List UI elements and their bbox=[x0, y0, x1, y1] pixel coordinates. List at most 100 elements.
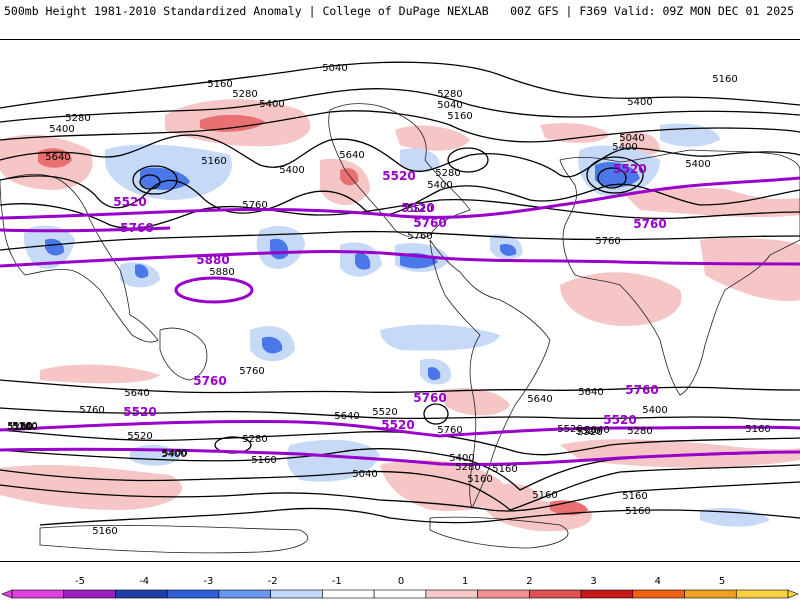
colorbar-tick: 1 bbox=[462, 576, 468, 587]
contour-label: 5760 bbox=[242, 200, 267, 211]
colorbar-tick: 0 bbox=[398, 576, 404, 587]
contour-label: 5280 bbox=[455, 462, 480, 473]
colorbar-tick: -2 bbox=[268, 576, 278, 587]
contour-label: 5160 bbox=[492, 464, 517, 475]
contour-label: 5760 bbox=[437, 425, 462, 436]
purple-contour-label: 5520 bbox=[603, 413, 636, 427]
contour-label: 5520 bbox=[372, 407, 397, 418]
contour-label: 5160 bbox=[12, 421, 37, 432]
contour-label: 5040 bbox=[352, 469, 377, 480]
colorbar-swatch bbox=[63, 589, 116, 599]
contour-label: 5400 bbox=[162, 448, 187, 459]
contour-label: 5400 bbox=[161, 449, 186, 460]
colorbar-tick: -5 bbox=[75, 576, 85, 587]
contour-label: 5280 bbox=[435, 168, 460, 179]
purple-contour-label: 5520 bbox=[123, 405, 156, 419]
colorbar-swatch bbox=[684, 589, 737, 599]
colorbar-tick: -3 bbox=[203, 576, 213, 587]
contour-label: 5160 bbox=[467, 474, 492, 485]
contour-label: 5760 bbox=[239, 366, 264, 377]
colorbar-tick: 4 bbox=[655, 576, 661, 587]
colorbar-swatch bbox=[115, 589, 168, 599]
purple-contour-label: 5760 bbox=[633, 217, 666, 231]
colorbar-swatches bbox=[1, 589, 799, 599]
purple-contour-labels: 5520 5520 5520 5520 5760 5760 5760 5880 … bbox=[113, 162, 666, 432]
contour-label: 5400 bbox=[259, 99, 284, 110]
colorbar-swatch bbox=[425, 589, 478, 599]
contour-label: 5520 bbox=[577, 427, 602, 438]
contour-label: 5520 bbox=[407, 204, 432, 215]
contour-label: 5760 bbox=[595, 236, 620, 247]
contour-label: 5280 bbox=[232, 89, 257, 100]
contour-label: 5160 bbox=[745, 424, 770, 435]
model-run-info: 00Z GFS | F369 Valid: 09Z MON DEC 01 202… bbox=[510, 4, 794, 18]
colorbar-canvas: -5 -4 -3 -2 -1 0 1 2 3 4 5 bbox=[1, 576, 799, 599]
purple-contour-label: 5520 bbox=[382, 169, 415, 183]
contour-label: 5640 bbox=[527, 394, 552, 405]
contour-label: 5280 bbox=[627, 426, 652, 437]
purple-contour-label: 5760 bbox=[413, 216, 446, 230]
purple-contour-label: 5760 bbox=[625, 383, 658, 397]
contour-label: 5520 bbox=[557, 424, 582, 435]
contour-label: 5040 bbox=[584, 425, 609, 436]
colorbar-tick: 3 bbox=[590, 576, 596, 587]
contour-label: 5160 bbox=[7, 421, 32, 432]
contour-label: 5160 bbox=[207, 79, 232, 90]
contour-label: 5640 bbox=[578, 387, 603, 398]
anomaly-colorbar: -5 -4 -3 -2 -1 0 1 2 3 4 5 bbox=[0, 568, 800, 600]
purple-contour-label: 5520 bbox=[401, 201, 434, 215]
contour-label: 5520 bbox=[127, 431, 152, 442]
purple-contour-label: 5520 bbox=[113, 195, 146, 209]
colorbar-ticks: -5 -4 -3 -2 -1 0 1 2 3 4 5 bbox=[75, 576, 725, 587]
contour-label: 5280 bbox=[437, 89, 462, 100]
contour-label: 5040 bbox=[619, 133, 644, 144]
contour-label: 5400 bbox=[685, 159, 710, 170]
contour-label: 5640 bbox=[334, 411, 359, 422]
contour-label: 5400 bbox=[642, 405, 667, 416]
contour-label: 5760 bbox=[407, 231, 432, 242]
purple-contour-label: 5520 bbox=[613, 162, 646, 176]
contour-label: 5400 bbox=[612, 142, 637, 153]
colorbar-swatch bbox=[735, 589, 789, 599]
colorbar-tick: -4 bbox=[139, 576, 149, 587]
black-contour-labels: 5040 5160 5280 5400 5400 5280 5040 5160 … bbox=[7, 63, 770, 537]
colorbar-swatch bbox=[322, 589, 375, 599]
purple-contour-label: 5760 bbox=[413, 391, 446, 405]
contour-label: 5160 bbox=[622, 491, 647, 502]
contour-label: 5640 bbox=[339, 150, 364, 161]
contour-label: 5400 bbox=[449, 453, 474, 464]
purple-contour-label: 5760 bbox=[120, 221, 153, 235]
contour-label: 5280 bbox=[242, 434, 267, 445]
colorbar-swatch bbox=[218, 589, 271, 599]
purple-contour-label: 5760 bbox=[193, 374, 226, 388]
colorbar-swatch bbox=[373, 589, 427, 599]
colorbar-swatch bbox=[477, 589, 530, 599]
contour-label: 5400 bbox=[427, 180, 452, 191]
colorbar-tick: 5 bbox=[719, 576, 725, 587]
purple-contours bbox=[0, 176, 800, 467]
contour-label: 5520 bbox=[575, 426, 600, 437]
contour-label: 5760 bbox=[79, 405, 104, 416]
contour-label: 5160 bbox=[92, 526, 117, 537]
colorbar-swatch bbox=[11, 589, 65, 599]
colorbar-end-cap-right bbox=[787, 589, 799, 599]
contour-label: 5400 bbox=[627, 97, 652, 108]
contour-label: 5640 bbox=[124, 388, 149, 399]
anomaly-map: 5040 5160 5280 5400 5400 5280 5040 5160 … bbox=[0, 39, 800, 562]
contour-label: 5280 bbox=[65, 113, 90, 124]
purple-contour-label: 5880 bbox=[196, 253, 229, 267]
colorbar-swatch bbox=[529, 589, 582, 599]
contour-label: 5160 bbox=[625, 506, 650, 517]
colorbar-swatch bbox=[632, 589, 685, 599]
contour-label: 5160 bbox=[251, 455, 276, 466]
purple-contour-label: 5520 bbox=[381, 418, 414, 432]
contour-label: 5880 bbox=[209, 267, 234, 278]
colorbar-end-cap-left bbox=[1, 589, 13, 599]
colorbar-tick: 2 bbox=[526, 576, 532, 587]
contour-label: 5040 bbox=[322, 63, 347, 74]
colorbar-swatch bbox=[166, 589, 220, 599]
contour-label: 5160 bbox=[447, 111, 472, 122]
colorbar-swatch bbox=[580, 589, 634, 599]
contour-label: 5160 bbox=[201, 156, 226, 167]
contour-label: 5160 bbox=[712, 74, 737, 85]
